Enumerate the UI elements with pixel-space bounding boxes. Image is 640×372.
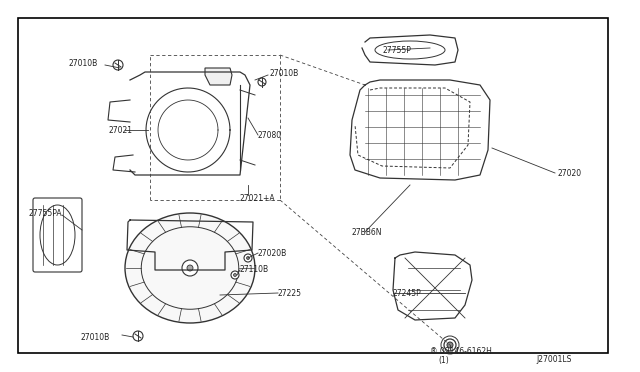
Ellipse shape: [125, 213, 255, 323]
Text: 27020B: 27020B: [258, 248, 287, 257]
Text: (1): (1): [438, 356, 449, 365]
Text: 27BB6N: 27BB6N: [352, 228, 383, 237]
Circle shape: [187, 265, 193, 271]
FancyBboxPatch shape: [18, 18, 608, 353]
Text: ® 09146-6162H: ® 09146-6162H: [430, 347, 492, 356]
Text: 27021: 27021: [108, 125, 132, 135]
Circle shape: [234, 273, 237, 276]
Circle shape: [113, 60, 123, 70]
Text: J27001LS: J27001LS: [536, 356, 572, 365]
Text: 27110B: 27110B: [240, 266, 269, 275]
Text: 27755PA: 27755PA: [28, 208, 61, 218]
Text: 27010B: 27010B: [80, 333, 109, 341]
Circle shape: [447, 342, 453, 348]
Circle shape: [133, 331, 143, 341]
Text: 27020: 27020: [558, 169, 582, 177]
Circle shape: [182, 260, 198, 276]
Circle shape: [244, 254, 252, 262]
Text: 27080: 27080: [258, 131, 282, 140]
Text: 27010B: 27010B: [68, 58, 97, 67]
Text: 27225: 27225: [278, 289, 302, 298]
Text: 27021+A: 27021+A: [240, 193, 276, 202]
Text: 27755P: 27755P: [383, 45, 412, 55]
Circle shape: [258, 78, 266, 86]
Circle shape: [444, 339, 456, 351]
FancyBboxPatch shape: [33, 198, 82, 272]
Polygon shape: [205, 68, 232, 85]
Text: 27245P: 27245P: [393, 289, 422, 298]
Circle shape: [246, 257, 250, 260]
Text: 27010B: 27010B: [270, 68, 300, 77]
Circle shape: [231, 271, 239, 279]
